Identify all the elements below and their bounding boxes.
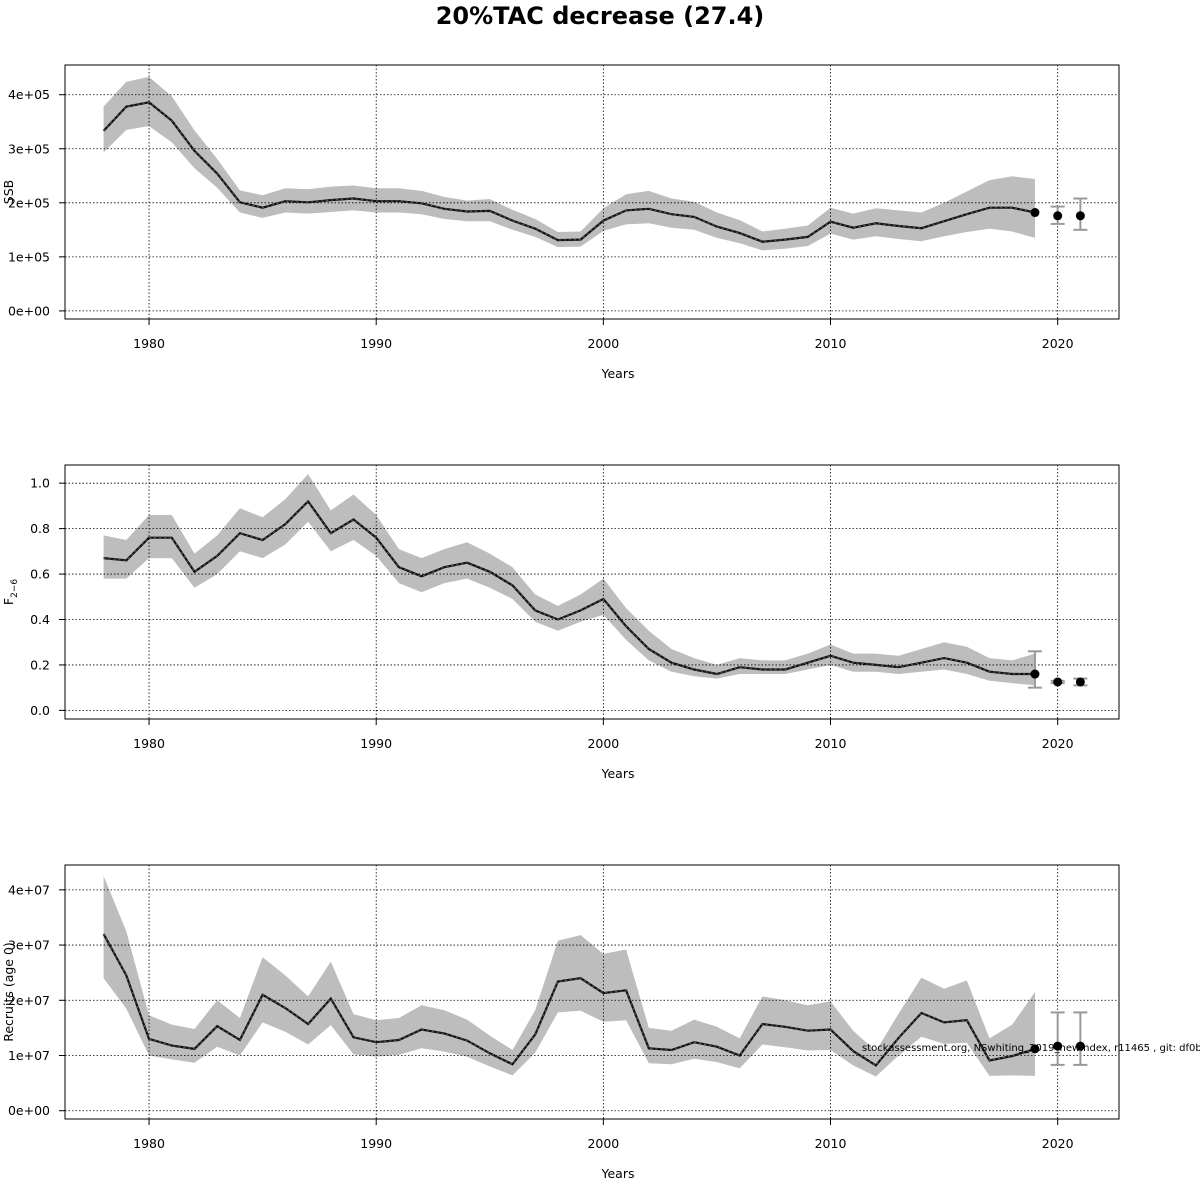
- fbar-x-tick-label-4: 2020: [1042, 736, 1074, 751]
- ssb-y-tick-label-3: 3e+05: [8, 141, 50, 156]
- ssb-x-tick-label-2: 2000: [587, 336, 619, 351]
- ssb-y-tick-label-0: 0e+00: [8, 303, 50, 318]
- recruits-y-axis-label: Recruits (age 0): [1, 942, 16, 1042]
- recruits-y-tick-label-2: 2e+07: [8, 993, 50, 1008]
- fbar-y-tick-label-3: 0.6: [30, 567, 50, 582]
- recruits-forecast-point-2: [1075, 1041, 1085, 1051]
- ssb-y-tick-label-4: 4e+05: [8, 87, 50, 102]
- ssb-x-tick-label-1: 1990: [360, 336, 392, 351]
- fbar-x-tick-label-2: 2000: [587, 736, 619, 751]
- footnote-text: stockassessment.org, NSwhiting_2019_newI…: [862, 1043, 1200, 1054]
- recruits-y-tick-label-1: 1e+07: [8, 1048, 50, 1063]
- recruits-confidence-band: [103, 876, 1036, 1077]
- fbar-y-tick-label-2: 0.4: [30, 612, 50, 627]
- recruits-panel: 1980 1990 2000 2010 2020 0e+00 1e+07 2e+07 3e+07…: [1, 864, 1120, 1181]
- fbar-y-axis-label: F2−6: [1, 579, 20, 605]
- ssb-plot-frame: [64, 64, 1120, 320]
- page-title: 20%TAC decrease (27.4): [435, 2, 765, 30]
- fbar-forecast-point-1: [1053, 677, 1063, 687]
- recruits-x-tick-label-1: 1990: [360, 1136, 392, 1151]
- ssb-confidence-band: [103, 76, 1036, 251]
- recruits-x-axis-label: Years: [601, 1166, 635, 1181]
- ssb-y-tick-label-1: 1e+05: [8, 249, 50, 264]
- ssb-y-tick-label-2: 2e+05: [8, 195, 50, 210]
- fbar-forecast-point-0: [1030, 669, 1040, 679]
- recruits-y-tick-label-4: 4e+07: [8, 882, 50, 897]
- ssb-panel: 1980 1990 2000 2010 2020 0e+00 1e+05 2e+05 3e+05…: [1, 64, 1120, 381]
- fbar-x-axis-label: Years: [601, 766, 635, 781]
- recruits-plot-frame: [64, 864, 1120, 1120]
- ssb-y-axis-label: SSB: [1, 180, 16, 204]
- fbar-y-tick-label-5: 1.0: [30, 476, 50, 491]
- fbar-y-axis-label-subscript: 2−6: [10, 579, 20, 598]
- fbar-y-tick-label-4: 0.8: [30, 521, 50, 536]
- recruits-series-line: [102, 933, 1036, 1067]
- ssb-forecast-point-1: [1053, 211, 1063, 221]
- recruits-forecast-point-0: [1030, 1044, 1040, 1054]
- recruits-x-tick-label-2: 2000: [587, 1136, 619, 1151]
- fbar-forecast-point-2: [1075, 677, 1085, 687]
- fbar-y-tick-label-0: 0.0: [30, 703, 50, 718]
- fbar-y-tick-label-1: 0.2: [30, 657, 50, 672]
- ssb-x-tick-label-4: 2020: [1042, 336, 1074, 351]
- recruits-x-tick-label-4: 2020: [1042, 1136, 1074, 1151]
- recruits-x-tick-label-3: 2010: [815, 1136, 847, 1151]
- fbar-x-tick-label-1: 1990: [360, 736, 392, 751]
- ssb-x-tick-label-3: 2010: [815, 336, 847, 351]
- recruits-forecast-point-1: [1053, 1041, 1063, 1051]
- fbar-x-tick-label-0: 1980: [133, 736, 165, 751]
- fbar-panel: 1980 1990 2000 2010 2020 0.0 0.2 0.4 0.6 0.8 1.0 Ye…: [1, 464, 1120, 781]
- ssb-x-tick-label-0: 1980: [133, 336, 165, 351]
- ssb-forecast-point-2: [1075, 211, 1085, 221]
- ssb-x-axis-label: Years: [601, 366, 635, 381]
- fbar-series-line: [103, 499, 1035, 676]
- fbar-plot-frame: [64, 464, 1120, 720]
- fbar-confidence-band: [103, 474, 1036, 686]
- ssb-series-line-dash: [103, 101, 1036, 243]
- recruits-y-tick-label-0: 0e+00: [8, 1103, 50, 1118]
- fbar-x-tick-label-3: 2010: [815, 736, 847, 751]
- recruits-y-tick-label-3: 3e+07: [8, 938, 50, 953]
- recruits-x-tick-label-0: 1980: [133, 1136, 165, 1151]
- ssb-forecast-point-0: [1030, 208, 1040, 218]
